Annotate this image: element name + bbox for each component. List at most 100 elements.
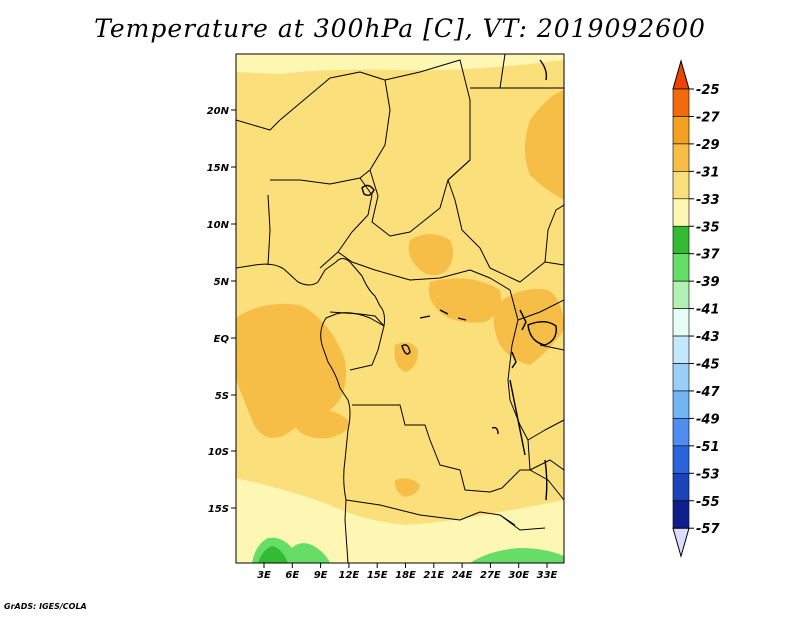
colorbar-label: -25 bbox=[696, 83, 720, 98]
longitude-axis: 3E 6E 9E 12E 15E 18E 21E 24E 27E 30E 33E bbox=[257, 563, 558, 581]
colorbar-label: -35 bbox=[696, 220, 720, 235]
lon-tick-label: 27E bbox=[480, 570, 501, 581]
field-cool-south bbox=[236, 478, 564, 563]
field-cool-north bbox=[236, 54, 564, 74]
colorbar-bin bbox=[672, 390, 690, 419]
border-mozambique bbox=[529, 469, 564, 501]
colorbar-label: -41 bbox=[696, 303, 720, 318]
border-coastline bbox=[236, 258, 385, 563]
colorbar-label: -45 bbox=[696, 358, 720, 373]
border-car-drc bbox=[337, 251, 511, 291]
colorbar-label: -29 bbox=[696, 138, 720, 153]
border-sudan bbox=[447, 110, 564, 283]
colorbar: -25 -27 -29 -31 -33 -35 -37 -39 -41 -43 -45 -47 -49 -… bbox=[672, 59, 720, 559]
border-drc-angola bbox=[352, 404, 503, 493]
colorbar-label: -27 bbox=[696, 110, 720, 125]
lat-tick-label: 10N bbox=[207, 220, 230, 231]
colorbar-label: -47 bbox=[696, 385, 720, 400]
lat-tick-label: 5N bbox=[214, 277, 230, 288]
border-niger-chad bbox=[279, 71, 391, 179]
colorbar-bin bbox=[672, 363, 690, 392]
field-cold-patch-sw-core bbox=[258, 546, 288, 563]
colorbar-bin bbox=[672, 418, 690, 447]
field-warm-spot-2 bbox=[394, 478, 420, 497]
colorbar-label: -53 bbox=[696, 467, 720, 482]
colorbar-label: -31 bbox=[696, 165, 720, 180]
lake-chad bbox=[361, 184, 375, 197]
colorbar-label: -57 bbox=[696, 522, 720, 537]
colorbar-bin bbox=[672, 143, 690, 172]
border-tanzania bbox=[527, 419, 564, 441]
colorbar-bin bbox=[672, 280, 690, 309]
lat-tick-label: 10S bbox=[208, 447, 229, 458]
border-ethiopia bbox=[544, 204, 564, 263]
lon-tick-label: 9E bbox=[314, 570, 328, 581]
lon-tick-label: 3E bbox=[257, 570, 271, 581]
field-warm-central bbox=[408, 234, 454, 276]
lat-tick-label: 5S bbox=[215, 391, 229, 402]
lake-kivu bbox=[511, 351, 517, 369]
credit-text: GrADS: IGES/COLA bbox=[4, 602, 87, 611]
border-kenya bbox=[539, 344, 564, 351]
political-boundaries bbox=[236, 54, 564, 563]
lake-tumba bbox=[401, 344, 411, 355]
border-cameroon-congo bbox=[329, 311, 385, 371]
colorbar-bin bbox=[672, 308, 690, 337]
colorbar-bin bbox=[672, 253, 690, 282]
field-cold-patch-se bbox=[470, 548, 564, 563]
colorbar-label: -37 bbox=[696, 248, 720, 263]
border-libya-chad bbox=[384, 59, 471, 110]
lon-tick-label: 33E bbox=[537, 570, 558, 581]
colorbar-bin bbox=[672, 116, 690, 145]
field-warm-west-2 bbox=[296, 408, 349, 439]
colorbar-bin bbox=[672, 88, 690, 117]
river-marks-central bbox=[419, 309, 467, 321]
chart-title: Temperature at 300hPa [C], VT: 201909260… bbox=[94, 14, 706, 43]
lon-tick-label: 6E bbox=[285, 570, 299, 581]
border-chad-car bbox=[369, 159, 471, 237]
field-warm-spot-1 bbox=[394, 342, 418, 372]
temperature-field bbox=[236, 54, 564, 563]
lat-tick-label: EQ bbox=[214, 334, 230, 345]
colorbar-bin bbox=[672, 171, 690, 200]
colorbar-bin bbox=[672, 472, 690, 502]
colorbar-label: -51 bbox=[696, 440, 720, 455]
latitude-axis: 20N 15N 10N 5N EQ 5S 10S 15S bbox=[207, 106, 236, 515]
lake-albert bbox=[519, 309, 527, 331]
colorbar-bin bbox=[672, 225, 690, 255]
colorbar-bottom-triangle bbox=[672, 527, 690, 559]
border-egypt bbox=[499, 54, 506, 89]
colorbar-label: -43 bbox=[696, 330, 720, 345]
border-north-frame bbox=[236, 119, 281, 131]
border-zimbabwe bbox=[499, 514, 546, 531]
border-drc-east bbox=[507, 289, 531, 471]
river-nile bbox=[539, 59, 548, 81]
colorbar-label: -55 bbox=[696, 495, 720, 510]
lake-mweru bbox=[491, 426, 499, 435]
lake-malawi bbox=[544, 459, 548, 501]
colorbar-label: -49 bbox=[696, 412, 720, 427]
colorbar-bin bbox=[672, 500, 690, 529]
colorbar-label: -39 bbox=[696, 275, 720, 290]
lon-tick-label: 21E bbox=[423, 570, 444, 581]
colorbar-top-triangle bbox=[672, 59, 690, 90]
border-uganda bbox=[517, 299, 564, 321]
lat-tick-label: 15S bbox=[208, 504, 229, 515]
colorbar-bin bbox=[672, 335, 690, 364]
border-nigeria bbox=[270, 177, 373, 269]
field-warm-west bbox=[236, 303, 346, 438]
field-warm-central-2 bbox=[428, 278, 501, 323]
lat-tick-label: 15N bbox=[207, 163, 230, 174]
colorbar-bin bbox=[672, 445, 690, 474]
lon-tick-label: 15E bbox=[367, 570, 388, 581]
lon-tick-label: 24E bbox=[452, 570, 473, 581]
lon-tick-label: 12E bbox=[339, 570, 360, 581]
lon-tick-label: 18E bbox=[395, 570, 416, 581]
lon-tick-label: 30E bbox=[508, 570, 529, 581]
map-frame bbox=[235, 53, 565, 564]
lake-victoria bbox=[527, 321, 557, 346]
lat-tick-label: 20N bbox=[207, 106, 230, 117]
lakes-and-rivers bbox=[361, 59, 557, 501]
colorbar-bin bbox=[672, 198, 690, 227]
